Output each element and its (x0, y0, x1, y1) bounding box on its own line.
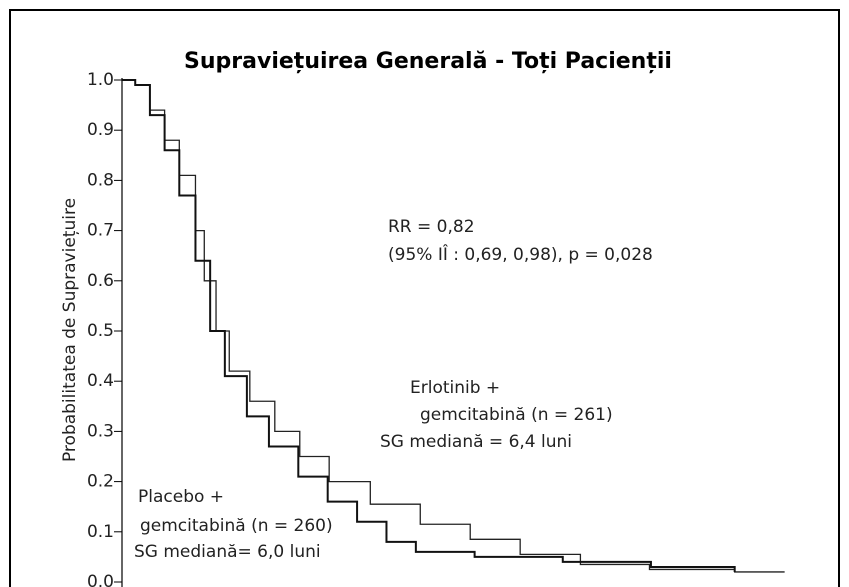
y-tick-label: 0.0 (87, 572, 114, 587)
y-tick-label: 0.4 (87, 371, 114, 391)
annotation: gemcitabină (n = 261) (420, 405, 613, 425)
y-tick-label: 0.7 (87, 221, 114, 241)
y-tick-label: 0.1 (87, 522, 114, 542)
y-tick-label: 0.6 (87, 271, 114, 291)
survival-curve (122, 79, 736, 572)
y-tick-label: 0.2 (87, 472, 114, 492)
y-tick-label: 0.9 (87, 120, 114, 140)
y-tick-label: 0.5 (87, 321, 114, 341)
y-axis-label: Probabilitatea de Supraviețuire (60, 198, 80, 462)
annotation: SG mediană= 6,0 luni (134, 542, 321, 562)
annotation: SG mediană = 6,4 luni (380, 432, 572, 452)
y-tick-label: 0.8 (87, 170, 114, 190)
annotation: Placebo + (138, 487, 224, 507)
y-tick-label: 0.3 (87, 421, 114, 441)
frame (9, 9, 840, 587)
survival-curve (122, 79, 785, 573)
annotation: Erlotinib + (410, 378, 500, 398)
y-tick-label: 1.0 (87, 70, 114, 90)
annotation: (95% IÎ : 0,69, 0,98), p = 0,028 (388, 243, 653, 265)
chart-title: Supraviețuirea Generală - Toți Pacienții (184, 49, 672, 74)
annotation: RR = 0,82 (388, 217, 475, 237)
annotation: gemcitabină (n = 260) (140, 516, 333, 536)
